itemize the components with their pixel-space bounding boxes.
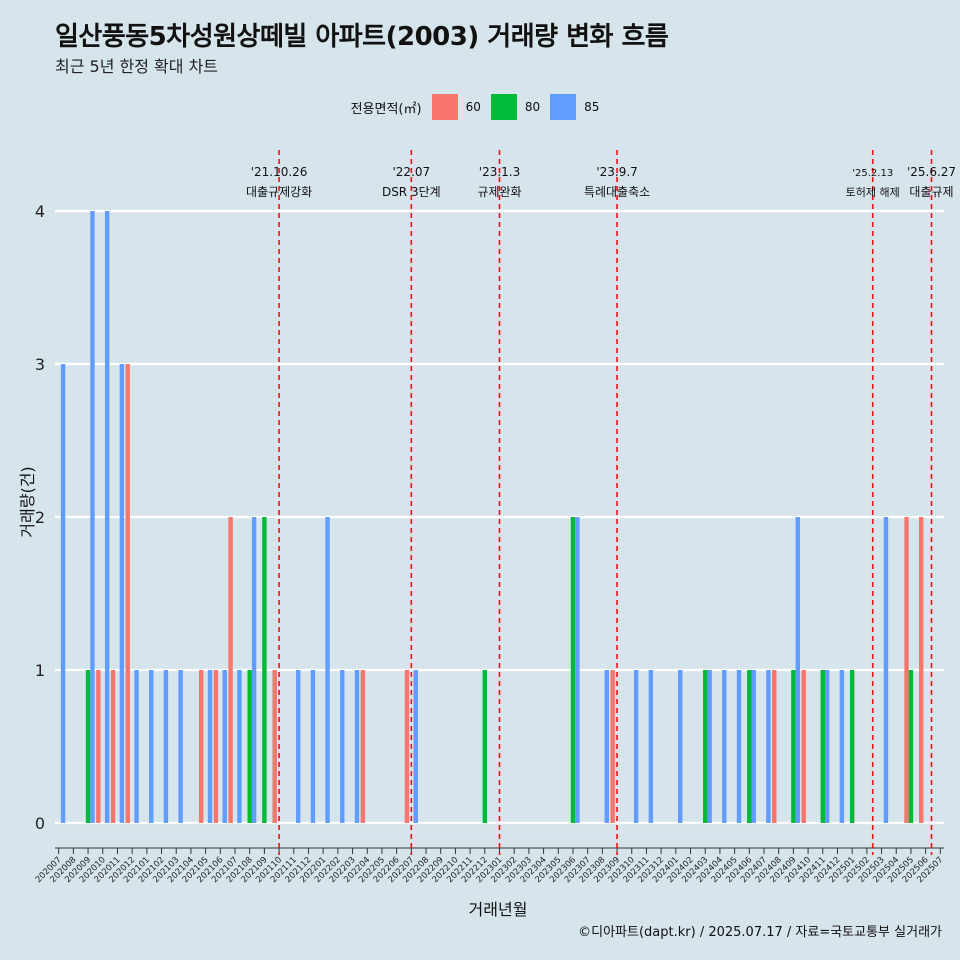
- event-text-label: 특례대출축소: [584, 185, 650, 199]
- bar-80-202403: [703, 670, 708, 823]
- bar-85-202411: [824, 670, 830, 823]
- bar-80-202409: [791, 670, 796, 823]
- bar-85-202009: [90, 211, 95, 823]
- bar-85-202503: [883, 517, 889, 823]
- bar-60-202012: [125, 364, 130, 823]
- bar-60-202105: [199, 670, 204, 823]
- legend-swatch-60: [431, 94, 458, 120]
- bar-85-202102: [163, 670, 169, 823]
- source-caption: ©디아파트(dapt.kr) / 2025.07.17 / 자료=국토교통부 실…: [578, 925, 942, 940]
- y-tick-label: 4: [35, 202, 45, 221]
- bar-60-202309: [610, 670, 615, 823]
- event-date-label: '25.6.27: [907, 165, 956, 179]
- legend: 전용면적(㎡) 60 80 85: [0, 93, 960, 121]
- bar-80-202501: [849, 670, 855, 823]
- bar-85-202207: [413, 670, 418, 823]
- legend-label-85: 85: [584, 100, 600, 114]
- event-date-label: '23.1.3: [479, 165, 520, 179]
- bar-85-202311: [648, 670, 654, 823]
- legend-swatch-85: [550, 94, 577, 120]
- bar-85-202101: [149, 670, 154, 823]
- legend-label-80: 80: [524, 100, 541, 114]
- bar-85-202201: [325, 517, 330, 823]
- bar-85-202108: [251, 517, 257, 823]
- y-tick-label: 2: [35, 508, 45, 527]
- bar-85-202203: [354, 670, 360, 823]
- bar-85-202111: [295, 670, 301, 823]
- bar-60-202506: [919, 517, 924, 823]
- bar-85-202202: [340, 670, 345, 823]
- legend-swatch-80: [490, 94, 517, 120]
- bar-80-202411: [820, 670, 825, 823]
- bar-60-202410: [801, 670, 806, 823]
- bar-85-202308: [604, 670, 609, 823]
- event-text-label: 대출규제: [909, 185, 953, 199]
- bar-60-202010: [96, 670, 101, 823]
- y-tick-label: 1: [35, 661, 45, 680]
- legend-label-60: 60: [465, 100, 481, 114]
- bar-85-202106: [222, 670, 227, 823]
- legend-item-85: 85: [550, 94, 599, 120]
- bar-85-202403: [707, 670, 712, 823]
- chart-subtitle: 최근 5년 한정 확대 차트: [55, 57, 219, 76]
- x-axis-title: 거래년월: [469, 900, 528, 919]
- bar-60-202207: [404, 670, 410, 823]
- bar-85-202412: [839, 670, 845, 823]
- event-text-label: 토허제 해제: [846, 185, 900, 199]
- bar-85-202011: [119, 364, 125, 823]
- bar-85-202007: [60, 364, 66, 823]
- bar-60-202204: [360, 670, 366, 823]
- bar-60-202408: [772, 670, 777, 823]
- bar-80-202212: [482, 670, 488, 823]
- y-tick-label: 0: [35, 814, 45, 833]
- bar-80-202505: [908, 670, 914, 823]
- bar-60-202106: [213, 670, 219, 823]
- bar-60-202505: [904, 517, 909, 823]
- bar-60-202011: [110, 670, 116, 823]
- event-date-label: '23.9.7: [596, 165, 637, 179]
- event-date-label: '25.2.13: [852, 168, 893, 179]
- bar-85-202405: [736, 670, 742, 823]
- bar-85-202407: [766, 670, 771, 823]
- legend-item-80: 80: [490, 94, 541, 120]
- legend-title: 전용면적(㎡): [350, 101, 422, 117]
- bar-85-202107: [237, 670, 242, 823]
- bar-85-202105: [207, 670, 213, 823]
- bar-80-202108: [247, 670, 252, 823]
- bar-80-202009: [85, 670, 91, 823]
- event-date-label: '22.07: [393, 165, 431, 179]
- bar-85-202112: [310, 670, 316, 823]
- event-text-label: 규제완화: [477, 185, 521, 199]
- event-text-label: DSR 3단계: [382, 185, 441, 199]
- bar-80-202109: [262, 517, 267, 823]
- bar-85-202012: [134, 670, 139, 823]
- bar-85-202010: [104, 211, 110, 823]
- chart-title: 일산풍동5차성원상떼빌 아파트(2003) 거래량 변화 흐름: [55, 22, 669, 52]
- bar-85-202103: [178, 670, 183, 823]
- bar-80-202406: [747, 670, 752, 823]
- event-text-label: 대출규제강화: [246, 185, 312, 199]
- bar-85-202306: [575, 517, 580, 823]
- bar-80-202306: [570, 517, 576, 823]
- bar-85-202404: [722, 670, 727, 823]
- bar-85-202406: [751, 670, 756, 823]
- event-date-label: '21.10.26: [251, 165, 308, 179]
- y-axis-title: 거래량(건): [18, 466, 37, 537]
- bar-60-202107: [228, 517, 233, 823]
- bar-60-202110: [272, 670, 277, 823]
- bar-85-202401: [678, 670, 683, 823]
- legend-item-60: 60: [431, 94, 481, 120]
- bar-85-202409: [795, 517, 800, 823]
- bar-85-202310: [633, 670, 639, 823]
- y-tick-label: 3: [35, 355, 45, 374]
